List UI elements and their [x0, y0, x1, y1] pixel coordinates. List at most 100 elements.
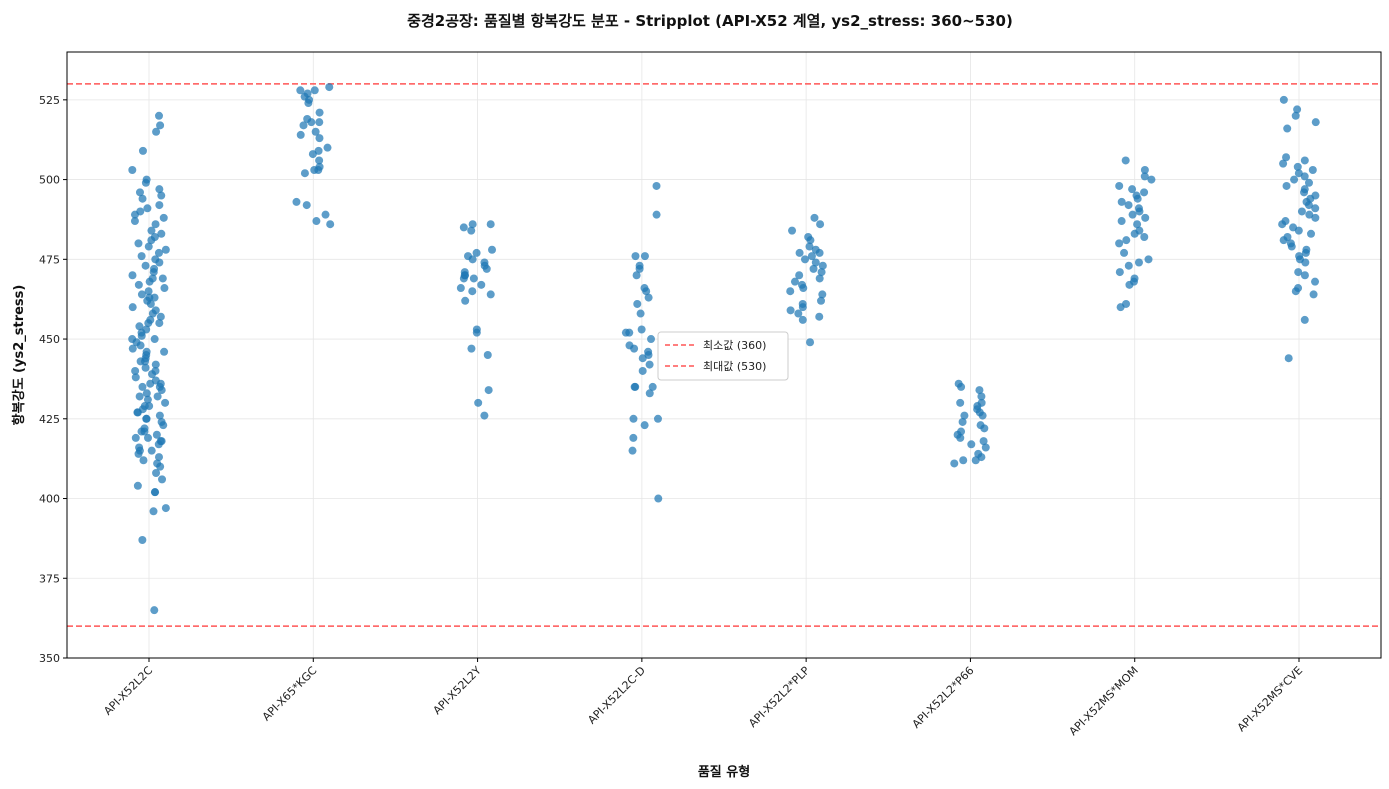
data-point	[299, 121, 308, 130]
data-point	[976, 421, 985, 430]
data-point	[810, 213, 819, 222]
data-point	[795, 248, 804, 257]
data-point	[150, 606, 159, 615]
data-point	[1294, 169, 1303, 178]
data-point	[161, 504, 170, 513]
data-point	[128, 271, 137, 280]
data-point	[143, 433, 152, 442]
data-point	[1141, 213, 1150, 222]
data-point	[147, 446, 156, 455]
data-point	[461, 296, 470, 305]
data-point	[1293, 105, 1302, 114]
data-point	[795, 271, 804, 280]
data-point	[141, 363, 150, 372]
data-point	[1311, 191, 1320, 200]
data-point	[130, 217, 139, 226]
data-point	[151, 366, 160, 375]
data-point	[1134, 204, 1143, 213]
data-point	[136, 207, 145, 216]
data-point	[816, 220, 825, 229]
data-point	[158, 475, 167, 484]
data-point	[1286, 239, 1295, 248]
data-point	[138, 535, 147, 544]
data-point	[1115, 239, 1124, 248]
x-tick-label: API-X52L2Y	[431, 664, 484, 717]
legend-box	[657, 331, 789, 381]
data-point	[1147, 175, 1156, 184]
data-point	[135, 443, 144, 452]
data-point	[150, 488, 159, 497]
data-point	[1133, 220, 1142, 229]
data-point	[625, 328, 634, 337]
x-tick-label: API-X52L2*PLP	[746, 664, 812, 730]
data-point	[147, 226, 156, 235]
data-point	[160, 284, 169, 293]
data-point	[300, 169, 309, 178]
data-point	[979, 437, 988, 446]
data-point	[150, 293, 159, 302]
plot-area	[66, 51, 1382, 659]
data-point	[472, 325, 481, 334]
data-point	[817, 268, 826, 277]
data-point	[1300, 271, 1309, 280]
data-point	[152, 127, 161, 136]
data-point	[788, 226, 797, 235]
data-point	[315, 134, 324, 143]
data-point	[631, 252, 640, 261]
data-point	[323, 143, 332, 152]
data-point	[1135, 226, 1144, 235]
data-point	[1128, 210, 1137, 219]
data-point	[474, 398, 483, 407]
data-point	[815, 274, 824, 283]
data-point	[1300, 156, 1309, 165]
data-point	[152, 430, 161, 439]
data-point	[1117, 217, 1126, 226]
data-point	[144, 242, 153, 251]
data-point	[977, 392, 986, 401]
data-point	[1294, 268, 1303, 277]
data-point	[1140, 166, 1149, 175]
data-point	[456, 284, 465, 293]
y-tick-label: 400	[39, 493, 60, 506]
y-tick-label: 525	[39, 94, 60, 107]
data-point	[630, 382, 639, 391]
data-point	[1282, 181, 1291, 190]
data-point	[1295, 252, 1304, 261]
data-point	[469, 274, 478, 283]
data-point	[1115, 181, 1124, 190]
data-point	[644, 293, 653, 302]
data-point	[629, 433, 638, 442]
data-point	[143, 395, 152, 404]
data-point	[315, 156, 324, 165]
data-point	[1117, 197, 1126, 206]
data-point	[131, 373, 140, 382]
data-point	[1311, 277, 1320, 286]
data-point	[302, 201, 311, 210]
data-point	[141, 261, 150, 270]
data-point	[1309, 290, 1318, 299]
data-point	[468, 220, 477, 229]
data-point	[817, 296, 826, 305]
data-point	[315, 108, 324, 117]
data-point	[159, 213, 168, 222]
data-point	[315, 118, 324, 127]
data-point	[1294, 284, 1303, 293]
data-point	[815, 312, 824, 321]
data-point	[1140, 188, 1149, 197]
data-point	[135, 322, 144, 331]
data-point	[644, 347, 653, 356]
data-point	[1284, 354, 1293, 363]
data-point	[131, 366, 140, 375]
data-point	[1124, 201, 1133, 210]
reference-lines	[67, 83, 1381, 627]
data-point	[809, 264, 818, 273]
data-point	[1122, 299, 1131, 308]
data-points	[128, 83, 1320, 615]
data-point	[1283, 232, 1292, 241]
data-point	[146, 315, 155, 324]
data-point	[131, 433, 140, 442]
data-point	[486, 290, 495, 299]
data-point	[128, 166, 137, 175]
y-tick-label: 500	[39, 174, 60, 187]
